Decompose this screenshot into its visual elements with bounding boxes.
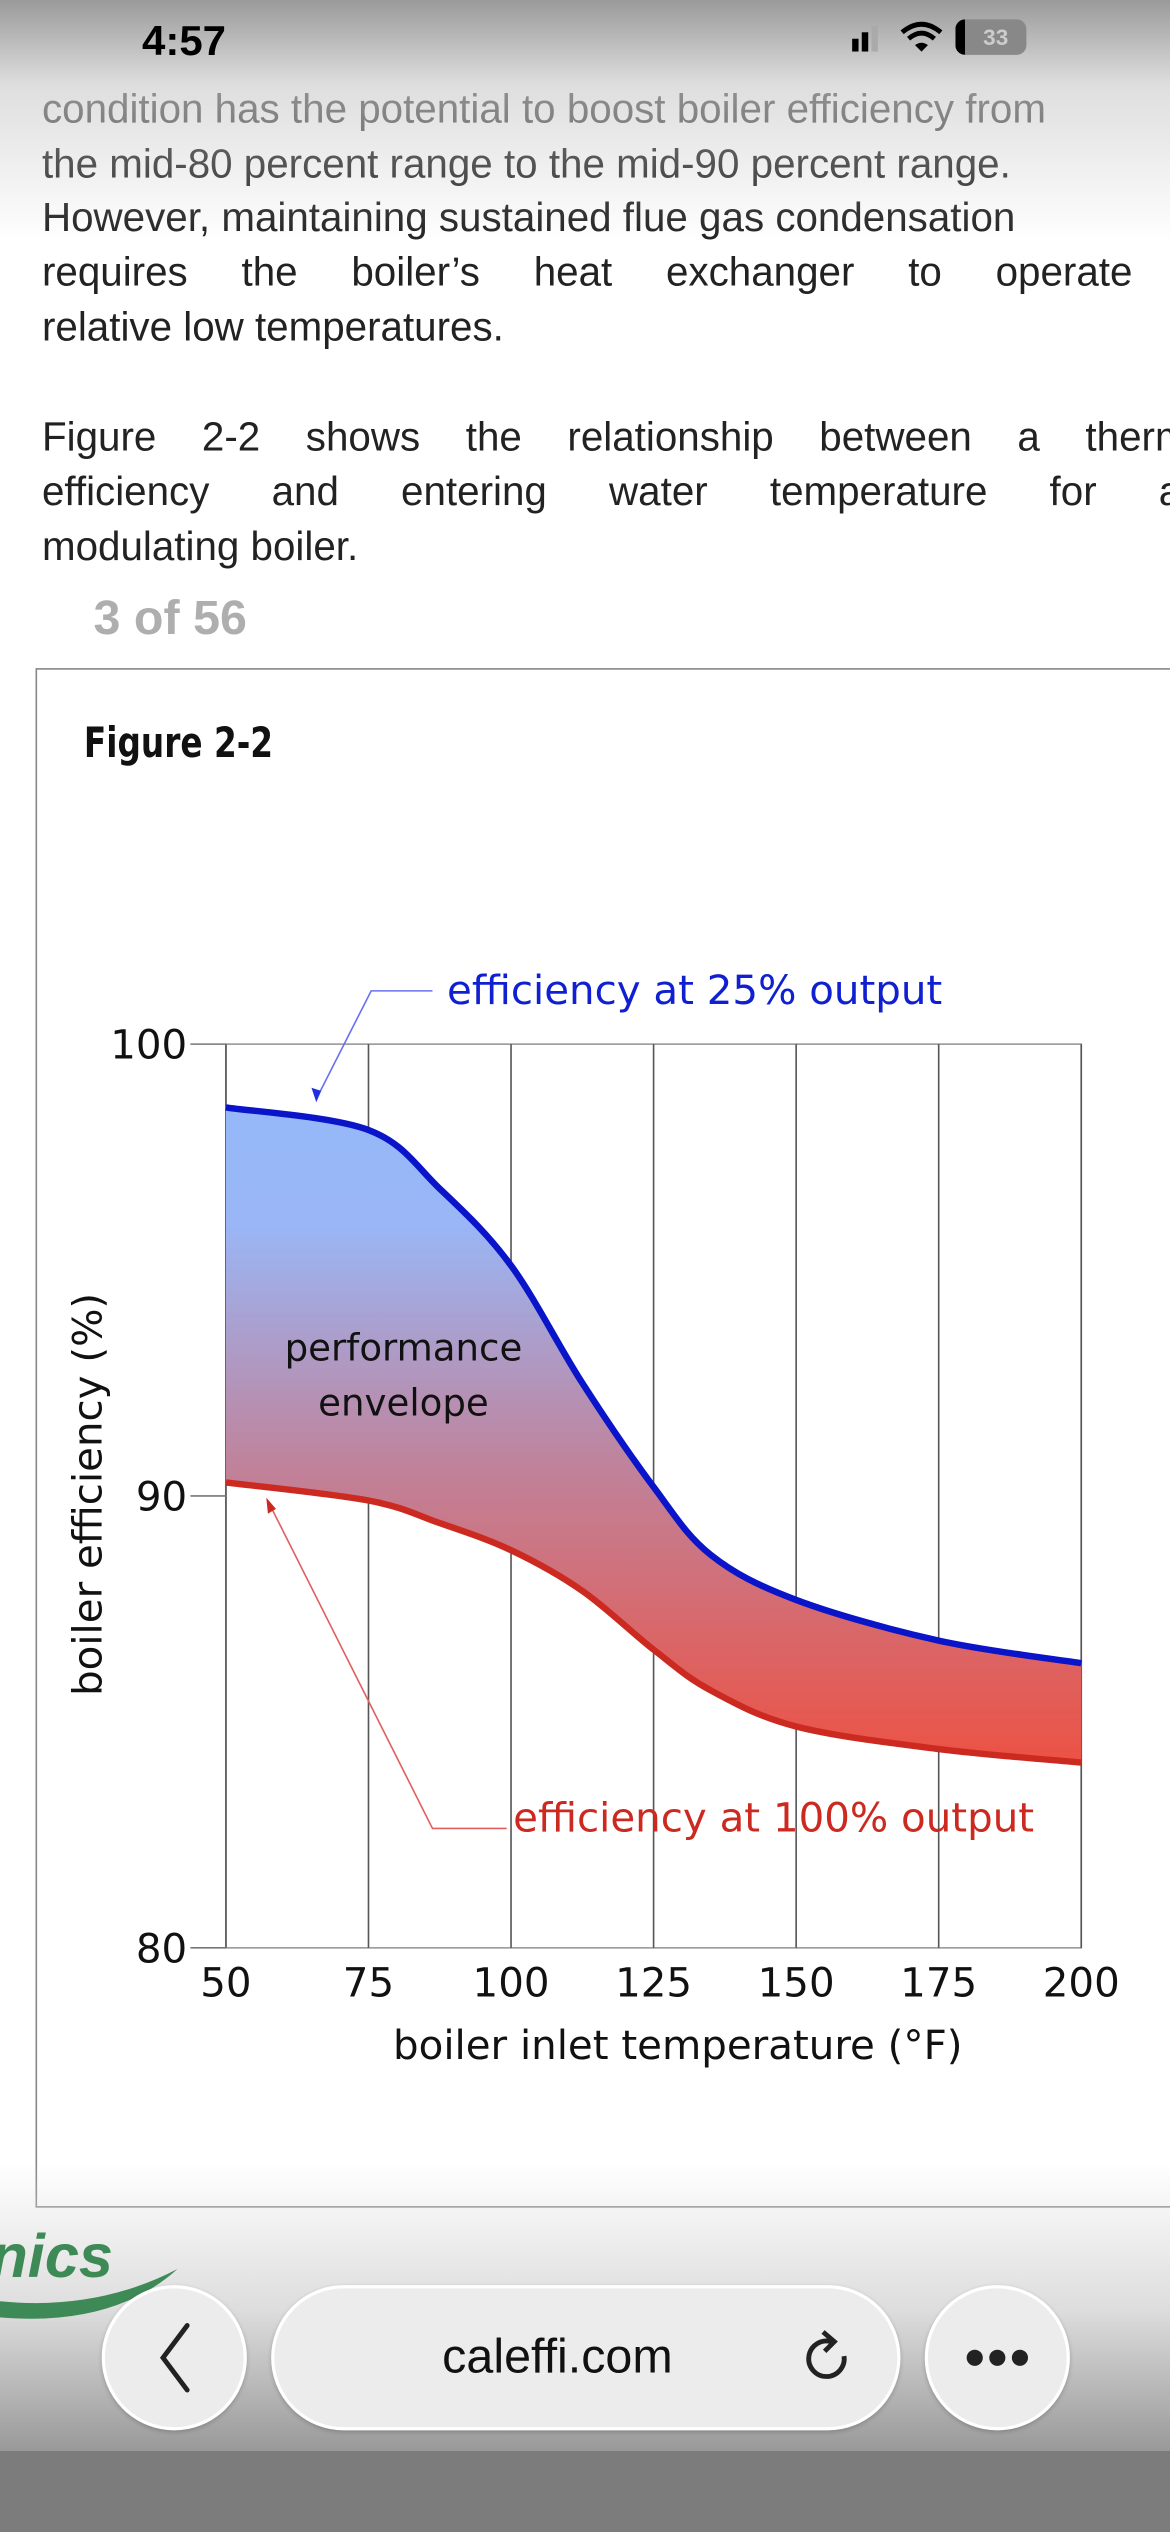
word: 2-2 — [201, 414, 261, 460]
text-line: efficiency and entering water temperature for… — [42, 465, 1170, 520]
word: heat — [533, 250, 613, 296]
series-line-100-output — [225, 1479, 1082, 1766]
battery-icon: 33 — [955, 19, 1027, 55]
x-tick-label: 200 — [1043, 1959, 1120, 2006]
y-tick-label: 80 — [136, 1925, 187, 1972]
word: shows — [305, 414, 421, 460]
y-tick-label: 90 — [136, 1474, 187, 1521]
url-text: caleffi.com — [442, 2330, 673, 2384]
word: to — [908, 250, 942, 296]
word: operate — [995, 250, 1133, 296]
text-line: Figure 2-2 shows the relationship between a the… — [42, 410, 1170, 465]
word: the — [241, 250, 298, 296]
reload-icon[interactable] — [804, 2329, 852, 2394]
x-tick-label: 150 — [758, 1959, 835, 2006]
text-line: modulating boiler. — [41, 524, 359, 570]
blue-arrowhead — [311, 1087, 322, 1103]
x-tick-label: 175 — [900, 1959, 977, 2006]
y-axis-label: boiler efficiency (%) — [65, 1293, 112, 1696]
word: water — [609, 469, 708, 515]
word: entering — [401, 469, 547, 515]
word: efficiency — [41, 469, 210, 515]
logo-swoosh-icon — [0, 2269, 178, 2319]
text-line: relative low temperatures. — [41, 305, 504, 351]
figure-title: Figure 2-2 — [83, 719, 274, 769]
performance-envelope-area — [225, 1107, 1082, 1763]
word: a — [1159, 465, 1170, 520]
word: Figure — [41, 414, 157, 460]
chevron-left-icon — [159, 2323, 190, 2393]
x-tick-label: 50 — [200, 1959, 251, 2006]
word: thermal — [1085, 414, 1170, 460]
word: boiler’s — [351, 250, 480, 296]
word: a — [1017, 414, 1040, 460]
word: requires — [41, 250, 188, 296]
back-button[interactable] — [101, 2285, 247, 2431]
cellular-signal-icon — [852, 25, 878, 52]
page-counter: 3 of 56 — [61, 584, 280, 656]
series-line-25-output — [225, 1104, 1082, 1667]
status-icons: 33 — [852, 19, 1027, 55]
blue-leader-line — [315, 990, 433, 1100]
x-tick-label: 75 — [343, 1959, 394, 2006]
address-bar[interactable]: caleffi.com — [271, 2285, 901, 2431]
word: for — [1049, 469, 1097, 515]
ellipsis-icon — [966, 2349, 1028, 2366]
legend-100-output: efficiency at 100% output — [513, 1795, 1034, 1842]
red-leader-line — [267, 1500, 507, 1830]
text-line: requires the boiler’s heat exchanger to operat… — [42, 245, 1170, 300]
x-tick-label: 100 — [473, 1959, 550, 2006]
envelope-label-line2: envelope — [318, 1381, 489, 1424]
red-arrowhead — [266, 1497, 276, 1514]
word: temperature — [769, 469, 988, 515]
more-options-button[interactable] — [924, 2285, 1070, 2431]
word: relationship — [567, 414, 774, 460]
word: and — [271, 469, 339, 515]
x-tick-label: 125 — [615, 1959, 692, 2006]
x-axis-label: boiler inlet temperature (°F) — [393, 2022, 962, 2069]
word: between — [819, 414, 972, 460]
page-counter-text: 3 of 56 — [93, 592, 247, 646]
legend-25-output: efficiency at 25% output — [447, 967, 942, 1014]
status-time: 4:57 — [142, 16, 227, 65]
envelope-label-line1: performance — [285, 1326, 523, 1369]
y-tick-label: 100 — [110, 1022, 187, 1069]
word: the — [465, 414, 522, 460]
wifi-icon — [900, 21, 943, 52]
site-logo: nics — [0, 2223, 114, 2292]
word: exchanger — [666, 250, 855, 296]
efficiency-chart: 50 75 100 125 150 175 200 80 90 100 performance e… — [65, 967, 1120, 2069]
page-content: condition has the potential to boost boi… — [0, 87, 1170, 2349]
